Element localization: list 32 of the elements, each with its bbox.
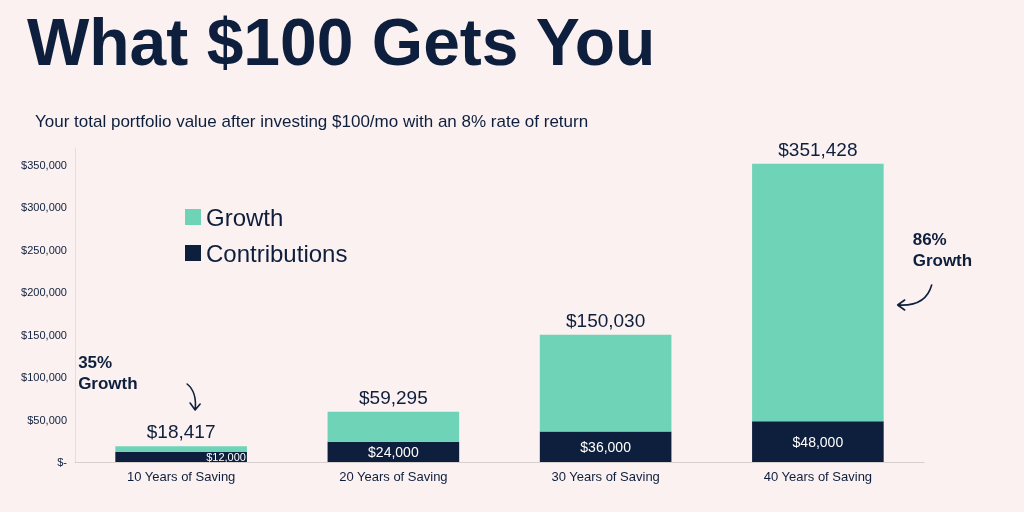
annotation: 86% Growth [912, 230, 973, 270]
y-tick-label: $150,000 [21, 328, 67, 341]
data-label: $36,000 [580, 438, 632, 455]
x-tick-label: 30 Years of Saving [551, 469, 660, 484]
total-label: $59,295 [359, 386, 428, 408]
y-tick-label: $100,000 [21, 371, 67, 384]
y-tick-label: $250,000 [21, 243, 67, 256]
bar [539, 334, 672, 432]
total-label: $18,417 [146, 421, 216, 443]
bar [327, 411, 460, 442]
y-tick-label: $50,000 [27, 413, 67, 426]
x-tick-label: 20 Years of Saving [339, 469, 448, 484]
y-tick-label: $350,000 [21, 158, 67, 171]
total-label: $351,428 [778, 138, 858, 160]
x-tick-label: 10 Years of Saving [126, 469, 236, 484]
y-tick-label: $- [57, 456, 68, 468]
data-label: $12,000 [206, 450, 246, 463]
y-tick-label: $300,000 [21, 201, 67, 214]
data-label: $24,000 [368, 443, 419, 460]
legend-label: Growth [206, 203, 284, 231]
y-tick-label: $200,000 [21, 286, 67, 299]
x-tick-label: 40 Years of Saving [763, 469, 873, 484]
bar [752, 421, 884, 462]
bar [752, 163, 884, 422]
bar [115, 446, 247, 452]
chart-subtitle: Your total portfolio value after investing $100/mo with an 8% rate of return [35, 112, 589, 131]
bar [539, 431, 672, 462]
total-label: $150,030 [566, 309, 646, 331]
chart-title: What $100 Gets You [27, 5, 656, 79]
legend-label: Contributions [206, 239, 348, 267]
data-label: $48,000 [792, 433, 844, 450]
annotation: 35% Growth [78, 353, 138, 393]
